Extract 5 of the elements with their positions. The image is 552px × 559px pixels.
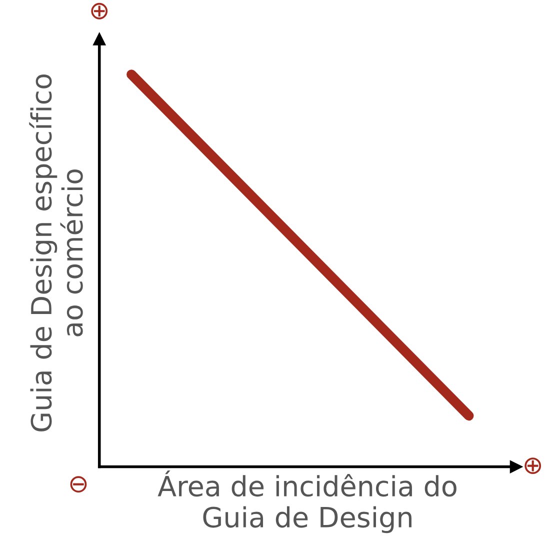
text: ⊕ [91,2,108,20]
x-axis-title: Área de incidência do Guia de Design [158,470,456,534]
text: ⊕ [524,458,542,474]
text: ⊖ [70,476,87,493]
y-axis-title: Guia de Design específico ao comércio [29,74,83,432]
